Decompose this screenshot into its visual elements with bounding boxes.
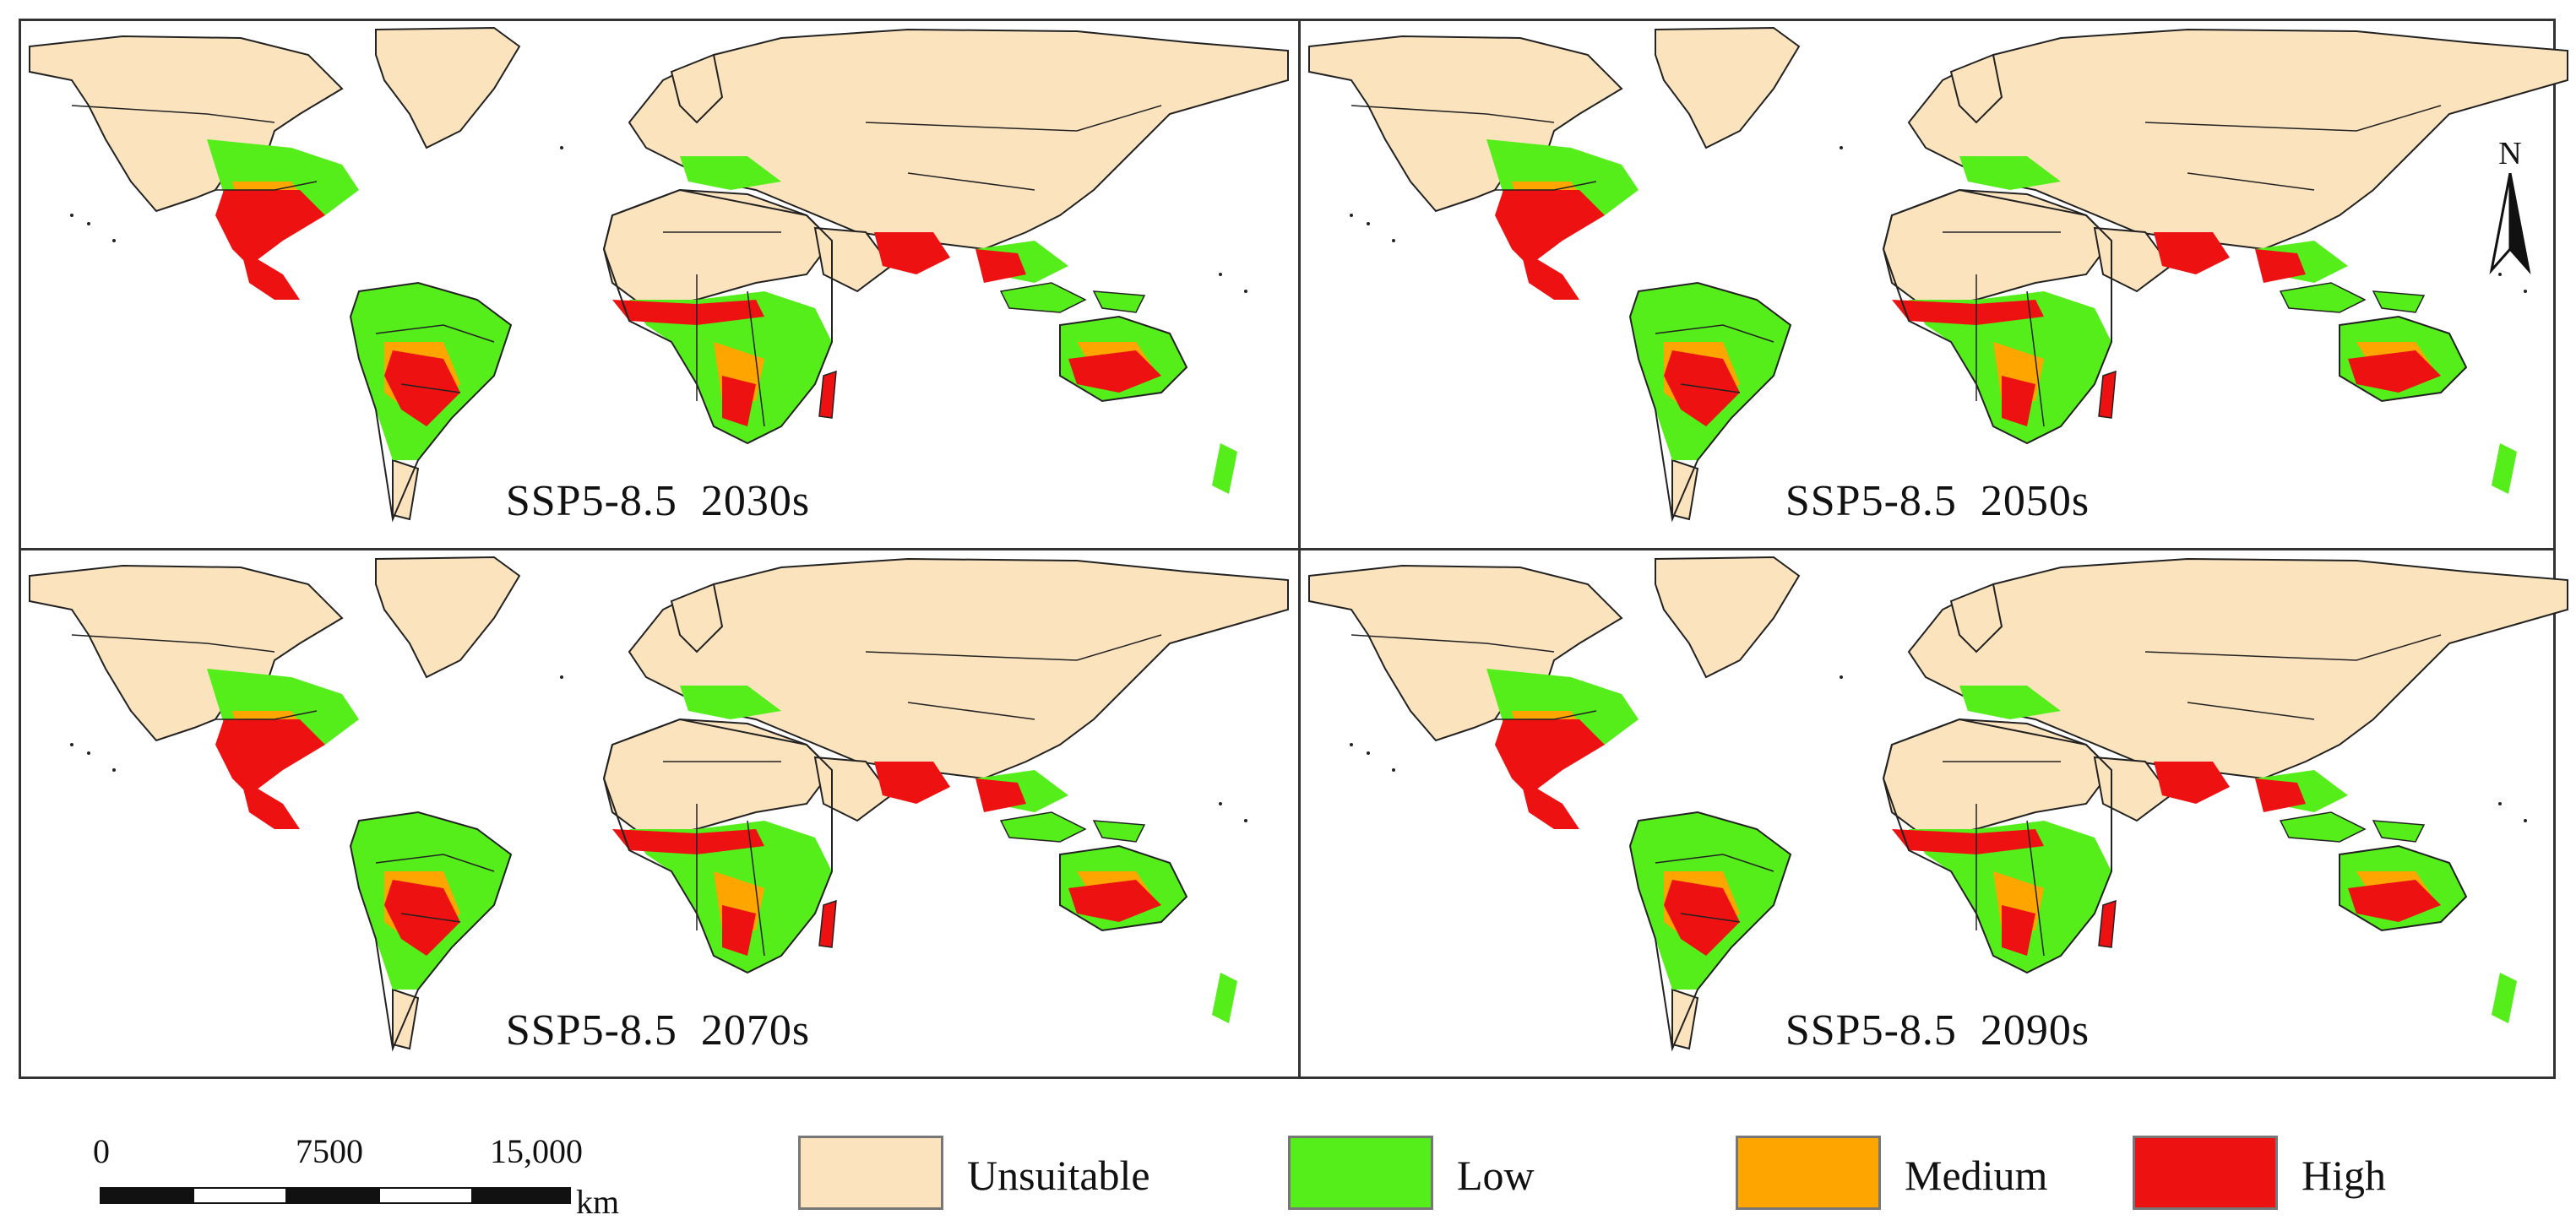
legend-swatch <box>1736 1136 1881 1210</box>
legend-swatch <box>1288 1136 1433 1210</box>
legend-swatch <box>798 1136 943 1210</box>
legend-label: High <box>2302 1152 2386 1199</box>
legend-label: Low <box>1457 1152 1535 1199</box>
legend-label: Unsuitable <box>967 1152 1150 1199</box>
scale-segment <box>193 1187 287 1204</box>
map-panel-2050s: SSP5-8.5 2050s <box>1301 21 2574 545</box>
scale-segment <box>471 1187 571 1204</box>
world-map <box>29 27 1289 520</box>
scale-bar: 0 7500 15,000 km <box>93 1131 701 1221</box>
world-map <box>29 556 1289 1049</box>
map-panels-frame: SSP5-8.5 2030s SSP5-8.5 2050s SSP5-8.5 2… <box>19 19 2568 1079</box>
legend: Unsuitable Low Medium High <box>798 1136 2538 1212</box>
scale-segment <box>378 1187 473 1204</box>
scale-unit: km <box>576 1183 620 1221</box>
panel-label: SSP5-8.5 2090s <box>1785 1006 2090 1055</box>
scale-tick-0: 0 <box>93 1132 110 1170</box>
horizontal-divider <box>21 548 2553 550</box>
panel-label: SSP5-8.5 2070s <box>505 1006 811 1055</box>
scale-segment <box>285 1187 380 1204</box>
scale-tick-15000: 15,000 <box>490 1132 583 1170</box>
legend-label: Medium <box>1905 1152 2048 1199</box>
north-arrow-icon <box>2489 173 2531 274</box>
map-panel-2070s: SSP5-8.5 2070s <box>21 550 1295 1074</box>
map-panel-2090s: SSP5-8.5 2090s <box>1301 550 2574 1074</box>
legend-swatch <box>2133 1136 2278 1210</box>
scale-segment <box>100 1187 194 1204</box>
north-arrow: N <box>2485 135 2535 279</box>
north-arrow-label: N <box>2498 136 2522 171</box>
world-map <box>1308 556 2568 1049</box>
scale-tick-7500: 7500 <box>296 1132 363 1170</box>
panel-label: SSP5-8.5 2030s <box>505 477 811 525</box>
panel-label: SSP5-8.5 2050s <box>1785 477 2090 525</box>
map-panel-2030s: SSP5-8.5 2030s <box>21 21 1295 545</box>
world-map <box>1308 27 2568 520</box>
